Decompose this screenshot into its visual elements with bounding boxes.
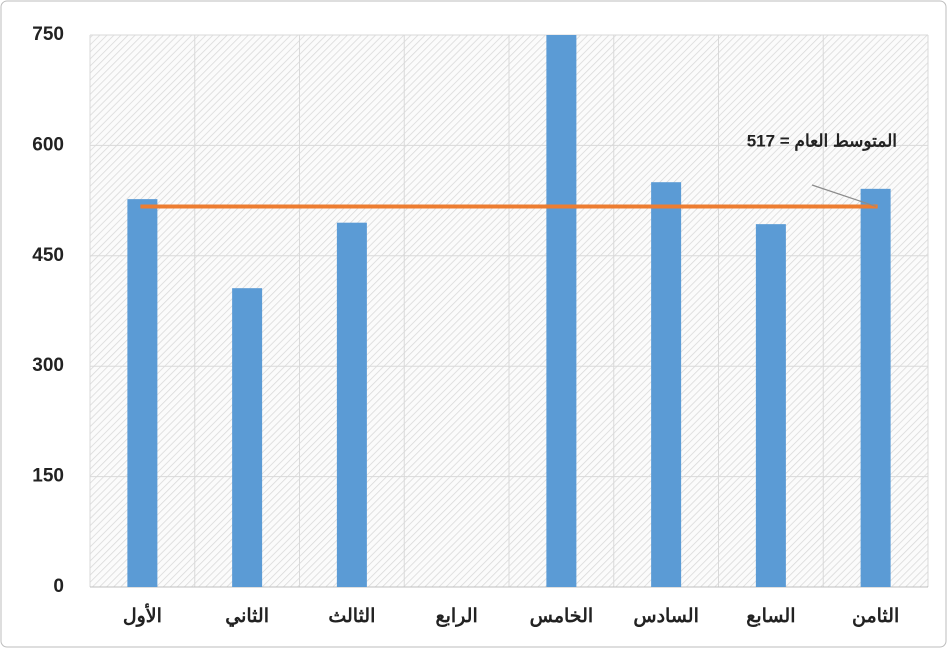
y-tick-label: 300 [32,355,64,376]
y-tick-label: 750 [32,24,64,45]
y-tick-label: 150 [32,466,64,487]
bar [755,224,786,588]
y-tick-label: 450 [32,245,64,266]
x-tick-label: الأول [123,603,162,627]
x-tick-label: الخامس [530,606,594,627]
annotation-leader [811,184,877,208]
annotation: المتوسط العام = 517 [747,131,897,151]
bar [336,222,367,587]
x-tick-label: الثالث [328,606,375,627]
x-tick-label: الرابع [436,606,478,627]
x-tick-label: السابع [746,606,795,627]
bar [546,35,577,587]
x-tick-label: السادس [633,606,698,627]
bar [232,288,263,587]
x-tick-label: الثامن [852,606,899,627]
bar [651,182,682,587]
bar [127,199,158,588]
x-tick-label: الثاني [225,606,269,628]
y-tick-label: 600 [32,134,64,155]
bar [860,188,891,587]
y-tick-label: 0 [53,576,64,597]
